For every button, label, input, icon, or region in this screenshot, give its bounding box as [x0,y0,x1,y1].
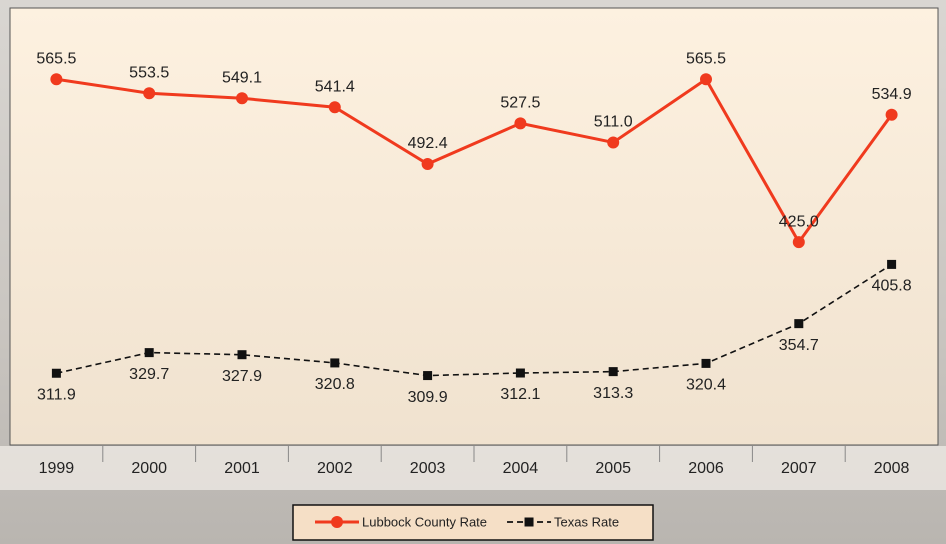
data-label: 329.7 [129,366,169,383]
marker [525,518,534,527]
x-tick-label: 2000 [131,460,167,477]
marker [236,92,248,104]
data-label: 549.1 [222,70,262,87]
marker [52,369,61,378]
data-label: 312.1 [500,386,540,403]
legend-label: Lubbock County Rate [362,514,487,529]
data-label: 309.9 [408,389,448,406]
marker [887,260,896,269]
data-label: 320.8 [315,376,355,393]
marker [50,73,62,85]
marker [143,87,155,99]
page: 1999 2000 2001 2002 2003 2004 2005 2006 2007 2008… [0,0,946,544]
x-tick-label: 2008 [874,460,910,477]
marker [514,117,526,129]
chart: 1999 2000 2001 2002 2003 2004 2005 2006 2007 2008… [0,0,946,544]
data-label: 553.5 [129,64,169,81]
marker [886,109,898,121]
data-label: 327.9 [222,368,262,385]
legend-label: Texas Rate [554,514,619,529]
data-label: 320.4 [686,377,726,394]
x-tick-label: 2004 [503,460,539,477]
x-tick-label: 2003 [410,460,446,477]
marker [329,101,341,113]
data-label: 405.8 [872,278,912,295]
marker [330,358,339,367]
data-label: 541.4 [315,78,355,95]
data-label: 565.5 [36,51,76,68]
x-tick-label: 2001 [224,460,260,477]
data-label: 354.7 [779,337,819,354]
data-label: 565.5 [686,51,726,68]
data-label: 311.9 [37,386,76,403]
x-tick-label: 2007 [781,460,817,477]
marker [516,369,525,378]
data-label: 534.9 [872,86,912,103]
data-label: 313.3 [593,385,633,402]
marker [422,158,434,170]
marker [238,350,247,359]
marker [423,371,432,380]
data-label: 425.0 [779,213,819,230]
x-tick-label: 2005 [595,460,631,477]
data-label: 511.0 [594,114,633,131]
marker [702,359,711,368]
marker [609,367,618,376]
marker [145,348,154,357]
x-tick-label: 1999 [39,460,75,477]
data-label: 492.4 [408,135,448,152]
x-tick-label: 2002 [317,460,353,477]
marker [700,73,712,85]
marker [331,516,343,528]
x-tick-label: 2006 [688,460,724,477]
marker [794,319,803,328]
data-label: 527.5 [500,95,540,112]
marker [793,236,805,248]
marker [607,136,619,148]
